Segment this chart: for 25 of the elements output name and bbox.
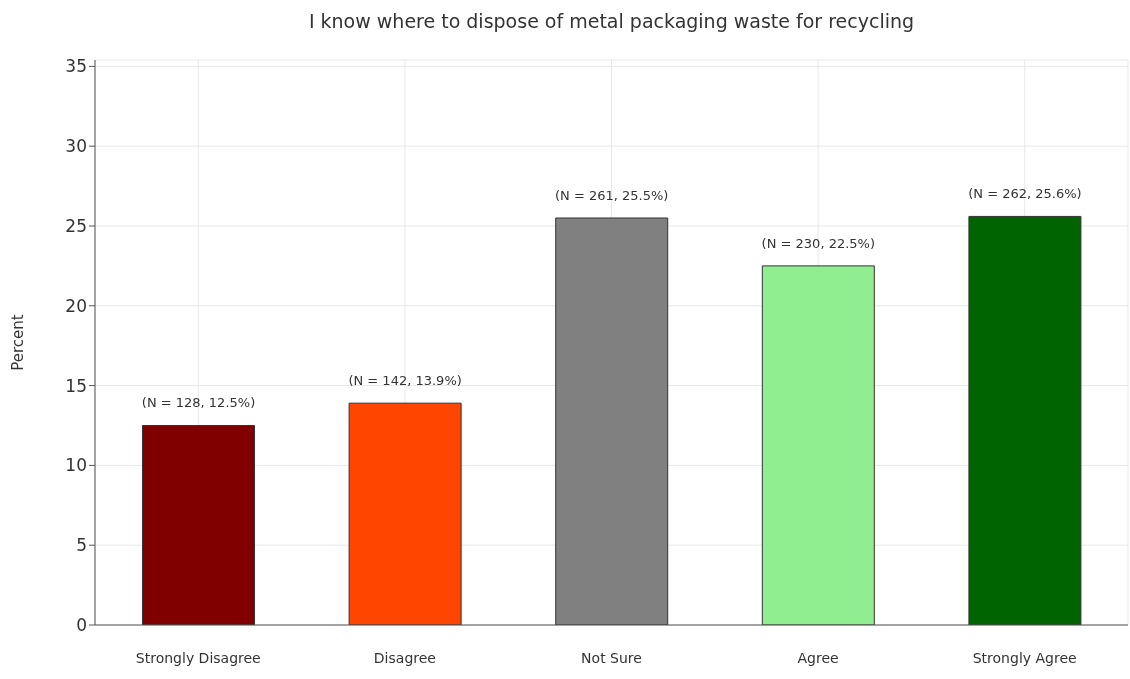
data-label: (N = 128, 12.5%)	[141, 395, 256, 411]
data-label: (N = 230, 22.5%)	[761, 235, 876, 251]
bar	[968, 215, 1082, 625]
data-label: (N = 142, 13.9%)	[348, 373, 462, 389]
bar	[761, 265, 875, 625]
y-tick-label: 5	[76, 535, 87, 556]
y-axis-title: Percent	[9, 314, 28, 371]
bar	[142, 424, 256, 625]
y-tick-label: 25	[65, 216, 87, 237]
bar	[555, 217, 669, 625]
x-tick-label: Disagree	[373, 649, 436, 666]
y-tick-label: 0	[76, 615, 87, 636]
x-tick-label: Not Sure	[581, 649, 642, 666]
y-tick-label: 20	[65, 295, 87, 316]
x-tick-label: Agree	[797, 649, 839, 666]
y-tick-label: 15	[65, 375, 87, 396]
y-tick-label: 10	[65, 455, 87, 476]
x-tick-label: Strongly Disagree	[135, 649, 261, 666]
x-tick-label: Strongly Agree	[972, 649, 1077, 666]
data-label: (N = 262, 25.6%)	[968, 186, 1082, 202]
data-label: (N = 261, 25.5%)	[555, 188, 669, 204]
y-tick-label: 35	[65, 56, 87, 77]
y-tick-label: 30	[65, 136, 87, 157]
bar	[348, 402, 462, 625]
chart-title: I know where to dispose of metal packaging waste for recycling	[307, 10, 916, 32]
